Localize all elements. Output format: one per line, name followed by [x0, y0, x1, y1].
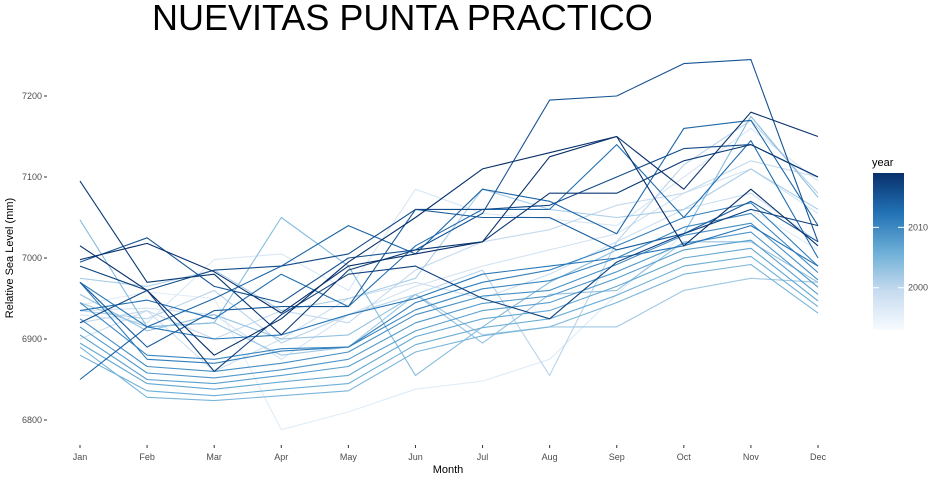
series-line-2019-26	[79, 111, 819, 356]
series-group	[79, 59, 819, 431]
legend-title: year	[872, 157, 894, 169]
series-line-2013-20	[79, 119, 819, 380]
series-line-1995-2	[79, 168, 819, 360]
x-tick-label: Apr	[274, 452, 288, 462]
x-axis-title: Month	[433, 464, 464, 476]
x-tick-label: Aug	[542, 452, 558, 462]
x-tick-label: Oct	[677, 452, 692, 462]
legend-label: 2000	[908, 283, 928, 293]
series-line-2011-18	[79, 225, 819, 340]
series-line-2012-19	[79, 140, 819, 320]
x-tick-label: Dec	[810, 452, 827, 462]
x-tick-label: Jul	[477, 452, 489, 462]
series-line-2015-22	[79, 59, 819, 304]
series-line-2016-23	[79, 144, 819, 324]
series-line-2019-27	[79, 135, 819, 314]
series-line-2005-12	[79, 247, 819, 390]
y-tick-label: 6800	[22, 415, 42, 425]
series-line-2010-17	[79, 202, 819, 364]
x-tick-label: Jun	[408, 452, 423, 462]
series-line-2007-14	[79, 231, 819, 379]
series-line-2014-21	[79, 200, 819, 348]
y-tick-label: 7000	[22, 253, 42, 263]
series-line-1993-0	[79, 208, 819, 431]
series-line-2018-25	[79, 144, 819, 336]
x-tick-label: Mar	[206, 452, 222, 462]
x-axis: Jan Feb Mar Apr May Jun Jul Aug Sep Oct Nov Dec	[73, 445, 827, 462]
series-line-1999-6	[79, 168, 819, 312]
series-line-2017-24	[79, 208, 819, 372]
series-line-2006-13	[79, 239, 819, 385]
series-line-2004-11	[79, 255, 819, 397]
x-tick-label: Jan	[73, 452, 88, 462]
series-line-2002-9	[79, 115, 819, 376]
series-line-2003-10	[79, 263, 819, 402]
legend-colorbar	[873, 173, 904, 330]
y-axis-title: Relative Sea Level (mm)	[4, 198, 16, 318]
series-line-2008-15	[79, 222, 819, 372]
x-tick-label: Nov	[743, 452, 760, 462]
legend-label: 2010	[908, 222, 928, 232]
x-tick-label: Sep	[609, 452, 625, 462]
y-axis: 6800 6900 7000 7100 7200	[22, 91, 47, 425]
y-tick-label: 7100	[22, 172, 42, 182]
x-tick-label: May	[340, 452, 358, 462]
series-line-1997-4	[79, 160, 819, 340]
y-tick-label: 6900	[22, 334, 42, 344]
chart-title: NUEVITAS PUNTA PRACTICO	[152, 0, 653, 38]
series-line-1996-3	[79, 192, 819, 372]
series-line-1994-1	[79, 127, 819, 324]
x-tick-label: Feb	[139, 452, 155, 462]
y-tick-label: 7200	[22, 91, 42, 101]
legend: year 2000 2010	[872, 157, 928, 330]
